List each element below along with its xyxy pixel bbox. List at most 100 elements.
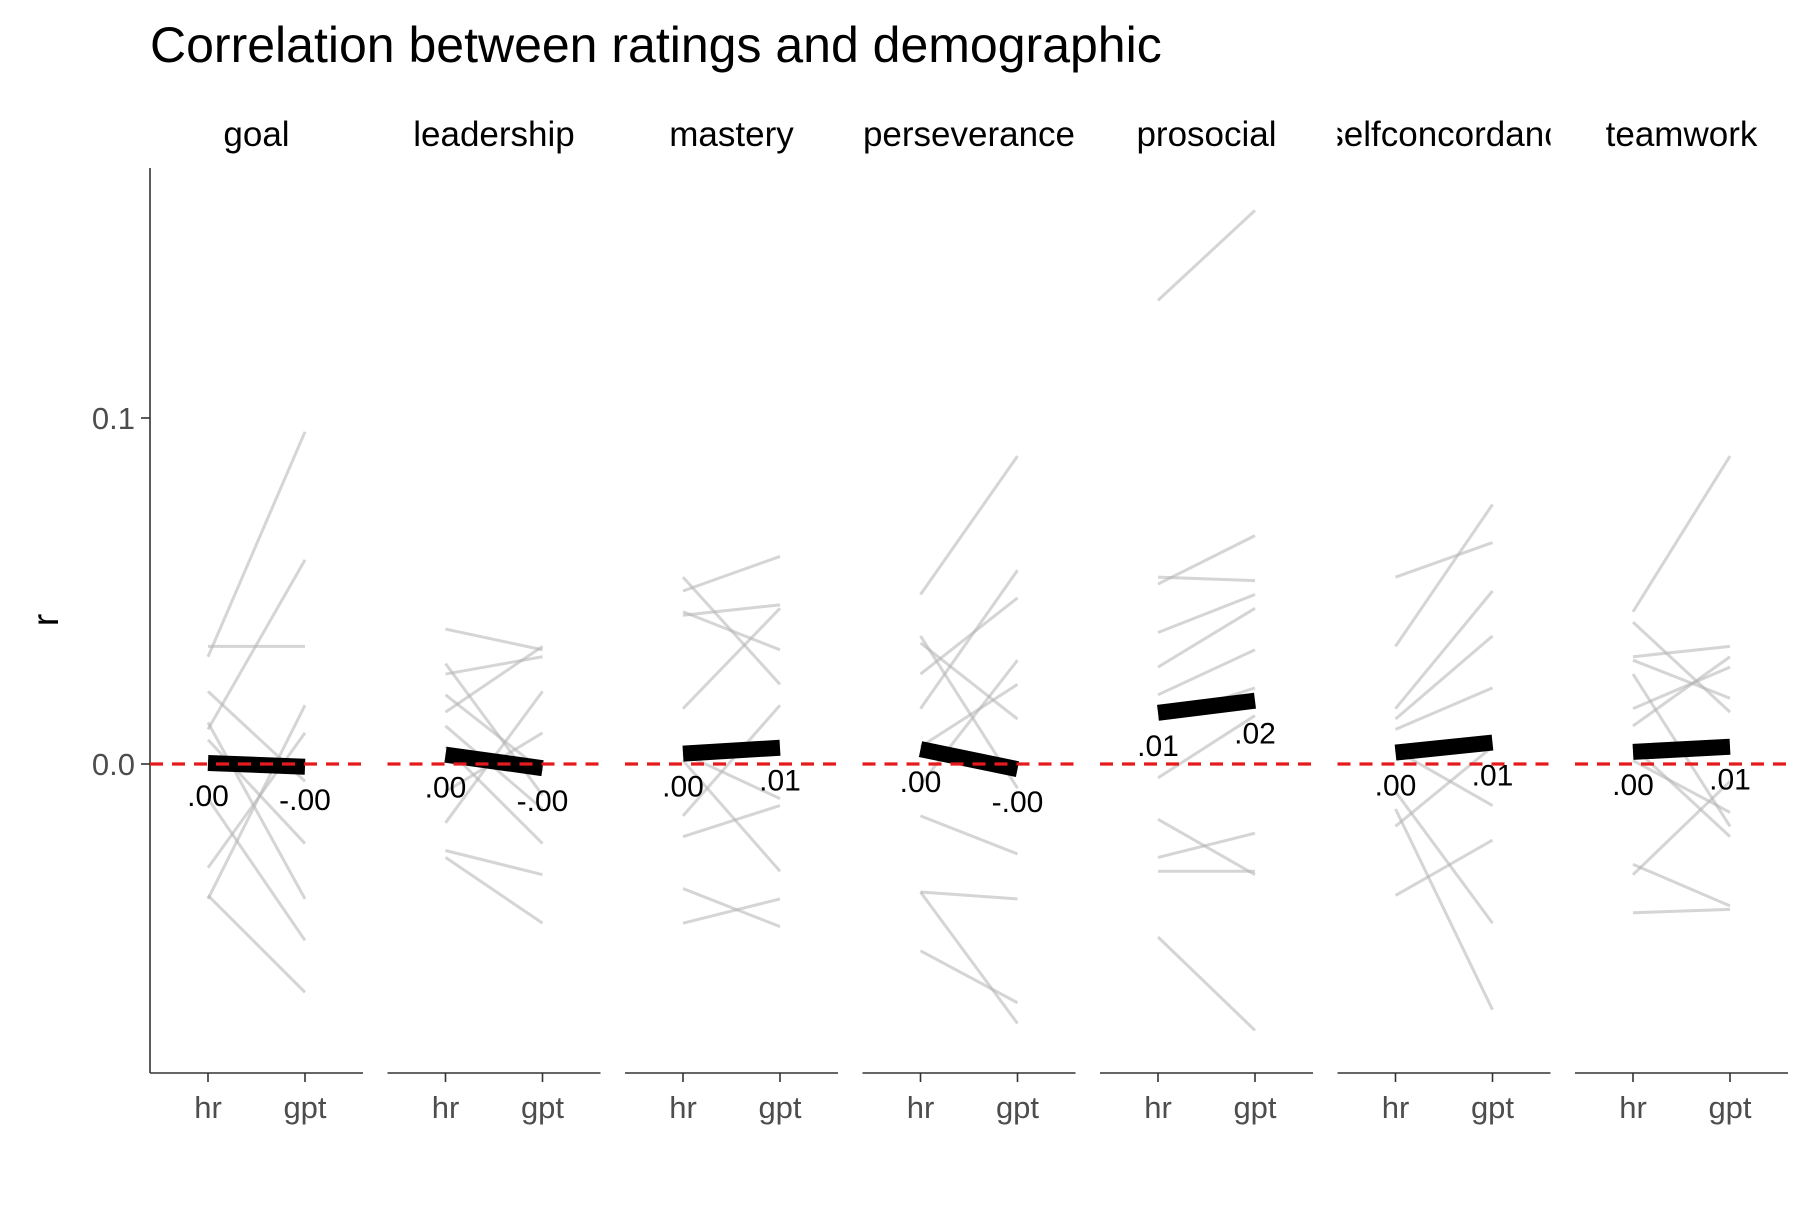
mean-label-gpt: -.00 — [517, 785, 569, 818]
individual-line — [445, 655, 543, 676]
individual-line — [920, 890, 1018, 901]
individual-line — [682, 752, 781, 800]
individual-line — [919, 683, 1019, 748]
mean-line — [918, 741, 1020, 778]
x-tick-label: gpt — [1708, 1090, 1751, 1125]
individual-line — [1632, 658, 1731, 700]
x-tick-label: gpt — [283, 1090, 326, 1125]
x-tick-label: gpt — [1471, 1090, 1514, 1125]
chart-title: Correlation between ratings and demograp… — [150, 17, 1162, 73]
individual-line — [206, 559, 307, 731]
individual-line — [206, 704, 307, 900]
individual-line — [1156, 935, 1257, 1032]
individual-line — [206, 431, 307, 658]
individual-line — [1394, 503, 1494, 648]
mean-line — [1632, 738, 1731, 760]
individual-line — [682, 603, 781, 617]
y-axis-label: r — [25, 614, 66, 626]
individual-line — [1632, 644, 1731, 659]
individual-line — [1156, 209, 1257, 302]
facet-strip-label: selfconcordanc — [1326, 115, 1561, 154]
mean-label-gpt: .02 — [1234, 718, 1276, 751]
facet-selfconcordance: selfconcordanc .00 .01 hr gpt — [1326, 115, 1561, 1125]
individual-line — [1632, 665, 1731, 711]
plot-layer: 0.0 0.1 goal .00 -.00 hr gpt leadership .00 -.00 h… — [92, 115, 1788, 1125]
x-tick-label: hr — [669, 1090, 697, 1125]
individual-line — [1394, 748, 1494, 807]
individual-line — [444, 645, 544, 714]
individual-line — [919, 641, 1019, 721]
individual-line — [1394, 634, 1494, 721]
individual-line — [919, 949, 1019, 1005]
individual-line — [1157, 607, 1256, 669]
individual-line — [444, 856, 544, 925]
individual-line — [1394, 808, 1494, 1011]
x-tick-label: gpt — [521, 1090, 564, 1125]
individual-line — [681, 607, 782, 710]
x-tick-label: hr — [907, 1090, 935, 1125]
individual-line — [1394, 590, 1494, 710]
facet-teamwork: teamwork .00 .01 hr gpt — [1575, 115, 1788, 1125]
individual-line — [1394, 541, 1494, 579]
individual-line — [1157, 714, 1256, 780]
individual-line — [1394, 745, 1494, 828]
individual-line — [1632, 907, 1731, 915]
individual-line — [1157, 818, 1256, 877]
individual-line — [1394, 686, 1494, 731]
mean-label-gpt: .01 — [1709, 764, 1751, 797]
individual-line — [919, 455, 1019, 596]
x-tick-label: gpt — [1233, 1090, 1276, 1125]
individual-line — [1632, 759, 1731, 814]
x-tick-label: gpt — [996, 1090, 1039, 1125]
mean-label-gpt: -.00 — [279, 784, 331, 817]
x-tick-label: hr — [432, 1090, 460, 1125]
x-tick-label: hr — [1144, 1090, 1172, 1125]
individual-line — [1157, 831, 1256, 859]
facet-strip-label: perseverance — [863, 115, 1075, 154]
mean-label-hr: .01 — [1137, 730, 1179, 763]
y-tick-label: 0.1 — [92, 401, 135, 436]
individual-line — [1631, 455, 1732, 613]
facet-strip-label: prosocial — [1136, 115, 1276, 154]
individual-line — [1632, 862, 1731, 908]
individual-line — [682, 610, 781, 652]
individual-line — [681, 759, 782, 873]
mean-label-gpt: -.00 — [992, 786, 1044, 819]
individual-line — [1157, 534, 1256, 586]
individual-line — [445, 627, 543, 652]
facet-prosocial: prosocial .01 .02 hr gpt — [1100, 115, 1313, 1125]
individual-line — [682, 554, 781, 593]
x-tick-label: hr — [1382, 1090, 1410, 1125]
individual-line — [445, 849, 543, 877]
mean-label-hr: .00 — [425, 772, 467, 805]
mean-label-hr: .00 — [1612, 769, 1654, 802]
individual-line — [682, 887, 781, 929]
mean-line — [1394, 734, 1494, 761]
y-tick-label: 0.0 — [92, 747, 135, 782]
individual-line — [1394, 790, 1494, 925]
individual-line — [1157, 575, 1256, 583]
mean-label-gpt: .01 — [1472, 760, 1514, 793]
individual-line — [1394, 838, 1494, 897]
x-tick-label: hr — [1619, 1090, 1647, 1125]
facet-leadership: leadership .00 -.00 hr gpt — [387, 115, 601, 1125]
mean-label-hr: .00 — [1375, 770, 1417, 803]
individual-line — [919, 569, 1019, 710]
x-tick-label: hr — [194, 1090, 222, 1125]
facet-goal: goal .00 -.00 hr gpt — [150, 115, 363, 1125]
facet-mastery: mastery .00 .01 hr gpt — [625, 115, 838, 1125]
individual-line — [681, 704, 782, 817]
individual-line — [1632, 655, 1731, 728]
mean-line — [1157, 692, 1256, 721]
individual-line — [1631, 780, 1732, 876]
individual-line — [1631, 745, 1732, 838]
facet-strip-label: teamwork — [1606, 115, 1758, 154]
individual-line — [682, 897, 781, 925]
mean-line — [682, 739, 781, 762]
individual-line — [206, 797, 307, 942]
individual-line — [919, 891, 1019, 1025]
individual-line — [919, 596, 1019, 676]
mean-label-hr: .00 — [900, 766, 942, 799]
